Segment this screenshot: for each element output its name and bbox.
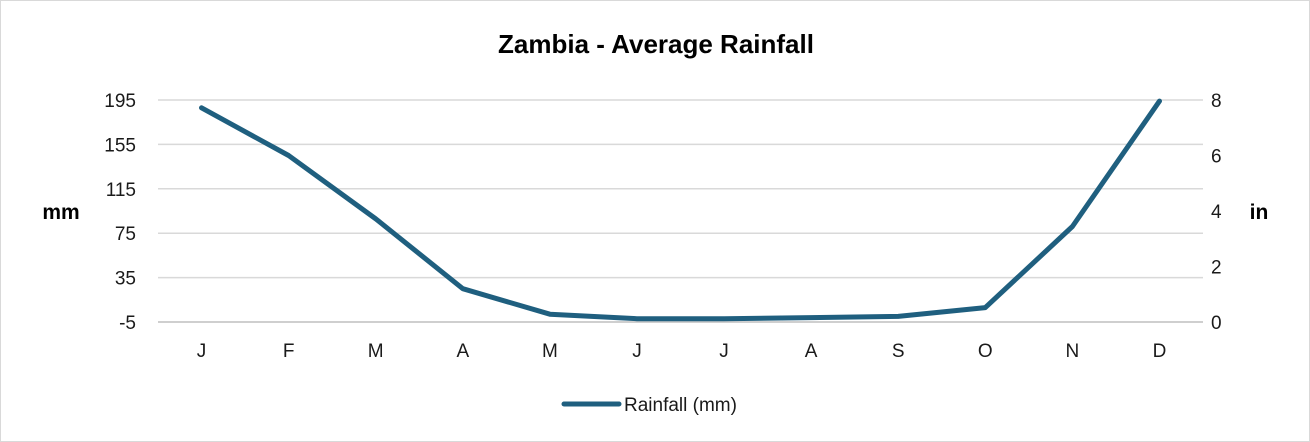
legend: Rainfall (mm) xyxy=(561,395,737,416)
x-tick-label: J xyxy=(632,341,642,362)
left-tick-label: 155 xyxy=(104,135,136,156)
left-tick-label: 115 xyxy=(106,180,136,201)
x-tick-label: F xyxy=(283,341,295,362)
x-tick-label: A xyxy=(805,341,818,362)
left-tick-label: 195 xyxy=(104,91,136,112)
left-tick-label: -5 xyxy=(119,313,136,334)
x-tick-label: J xyxy=(719,341,729,362)
x-tick-label: S xyxy=(892,341,905,362)
legend-label-rainfall: Rainfall (mm) xyxy=(624,395,737,416)
series-line-rainfall xyxy=(199,98,1162,322)
right-tick-label: 0 xyxy=(1211,313,1222,334)
left-tick-label: 35 xyxy=(115,269,136,290)
chart-title: Zambia - Average Rainfall xyxy=(498,29,814,59)
right-tick-label: 8 xyxy=(1211,91,1222,112)
x-tick-label: M xyxy=(542,341,558,362)
x-tick-label: N xyxy=(1066,341,1080,362)
left-tick-label: 75 xyxy=(115,224,136,245)
right-axis-ticks: 8 6 4 2 0 xyxy=(1211,91,1222,334)
x-tick-label: O xyxy=(978,341,993,362)
series-layer xyxy=(199,98,1162,322)
right-tick-label: 4 xyxy=(1211,202,1222,223)
x-tick-label: A xyxy=(456,341,469,362)
x-tick-label: M xyxy=(368,341,384,362)
right-tick-label: 6 xyxy=(1211,147,1222,168)
grid-lines xyxy=(158,99,1203,323)
x-tick-label: D xyxy=(1153,341,1167,362)
right-tick-label: 2 xyxy=(1211,258,1222,279)
left-axis-label: mm xyxy=(42,201,79,224)
right-axis-label: in xyxy=(1250,201,1269,224)
left-axis-ticks: 195 155 115 75 35 -5 xyxy=(104,91,136,334)
x-tick-label: J xyxy=(197,341,207,362)
